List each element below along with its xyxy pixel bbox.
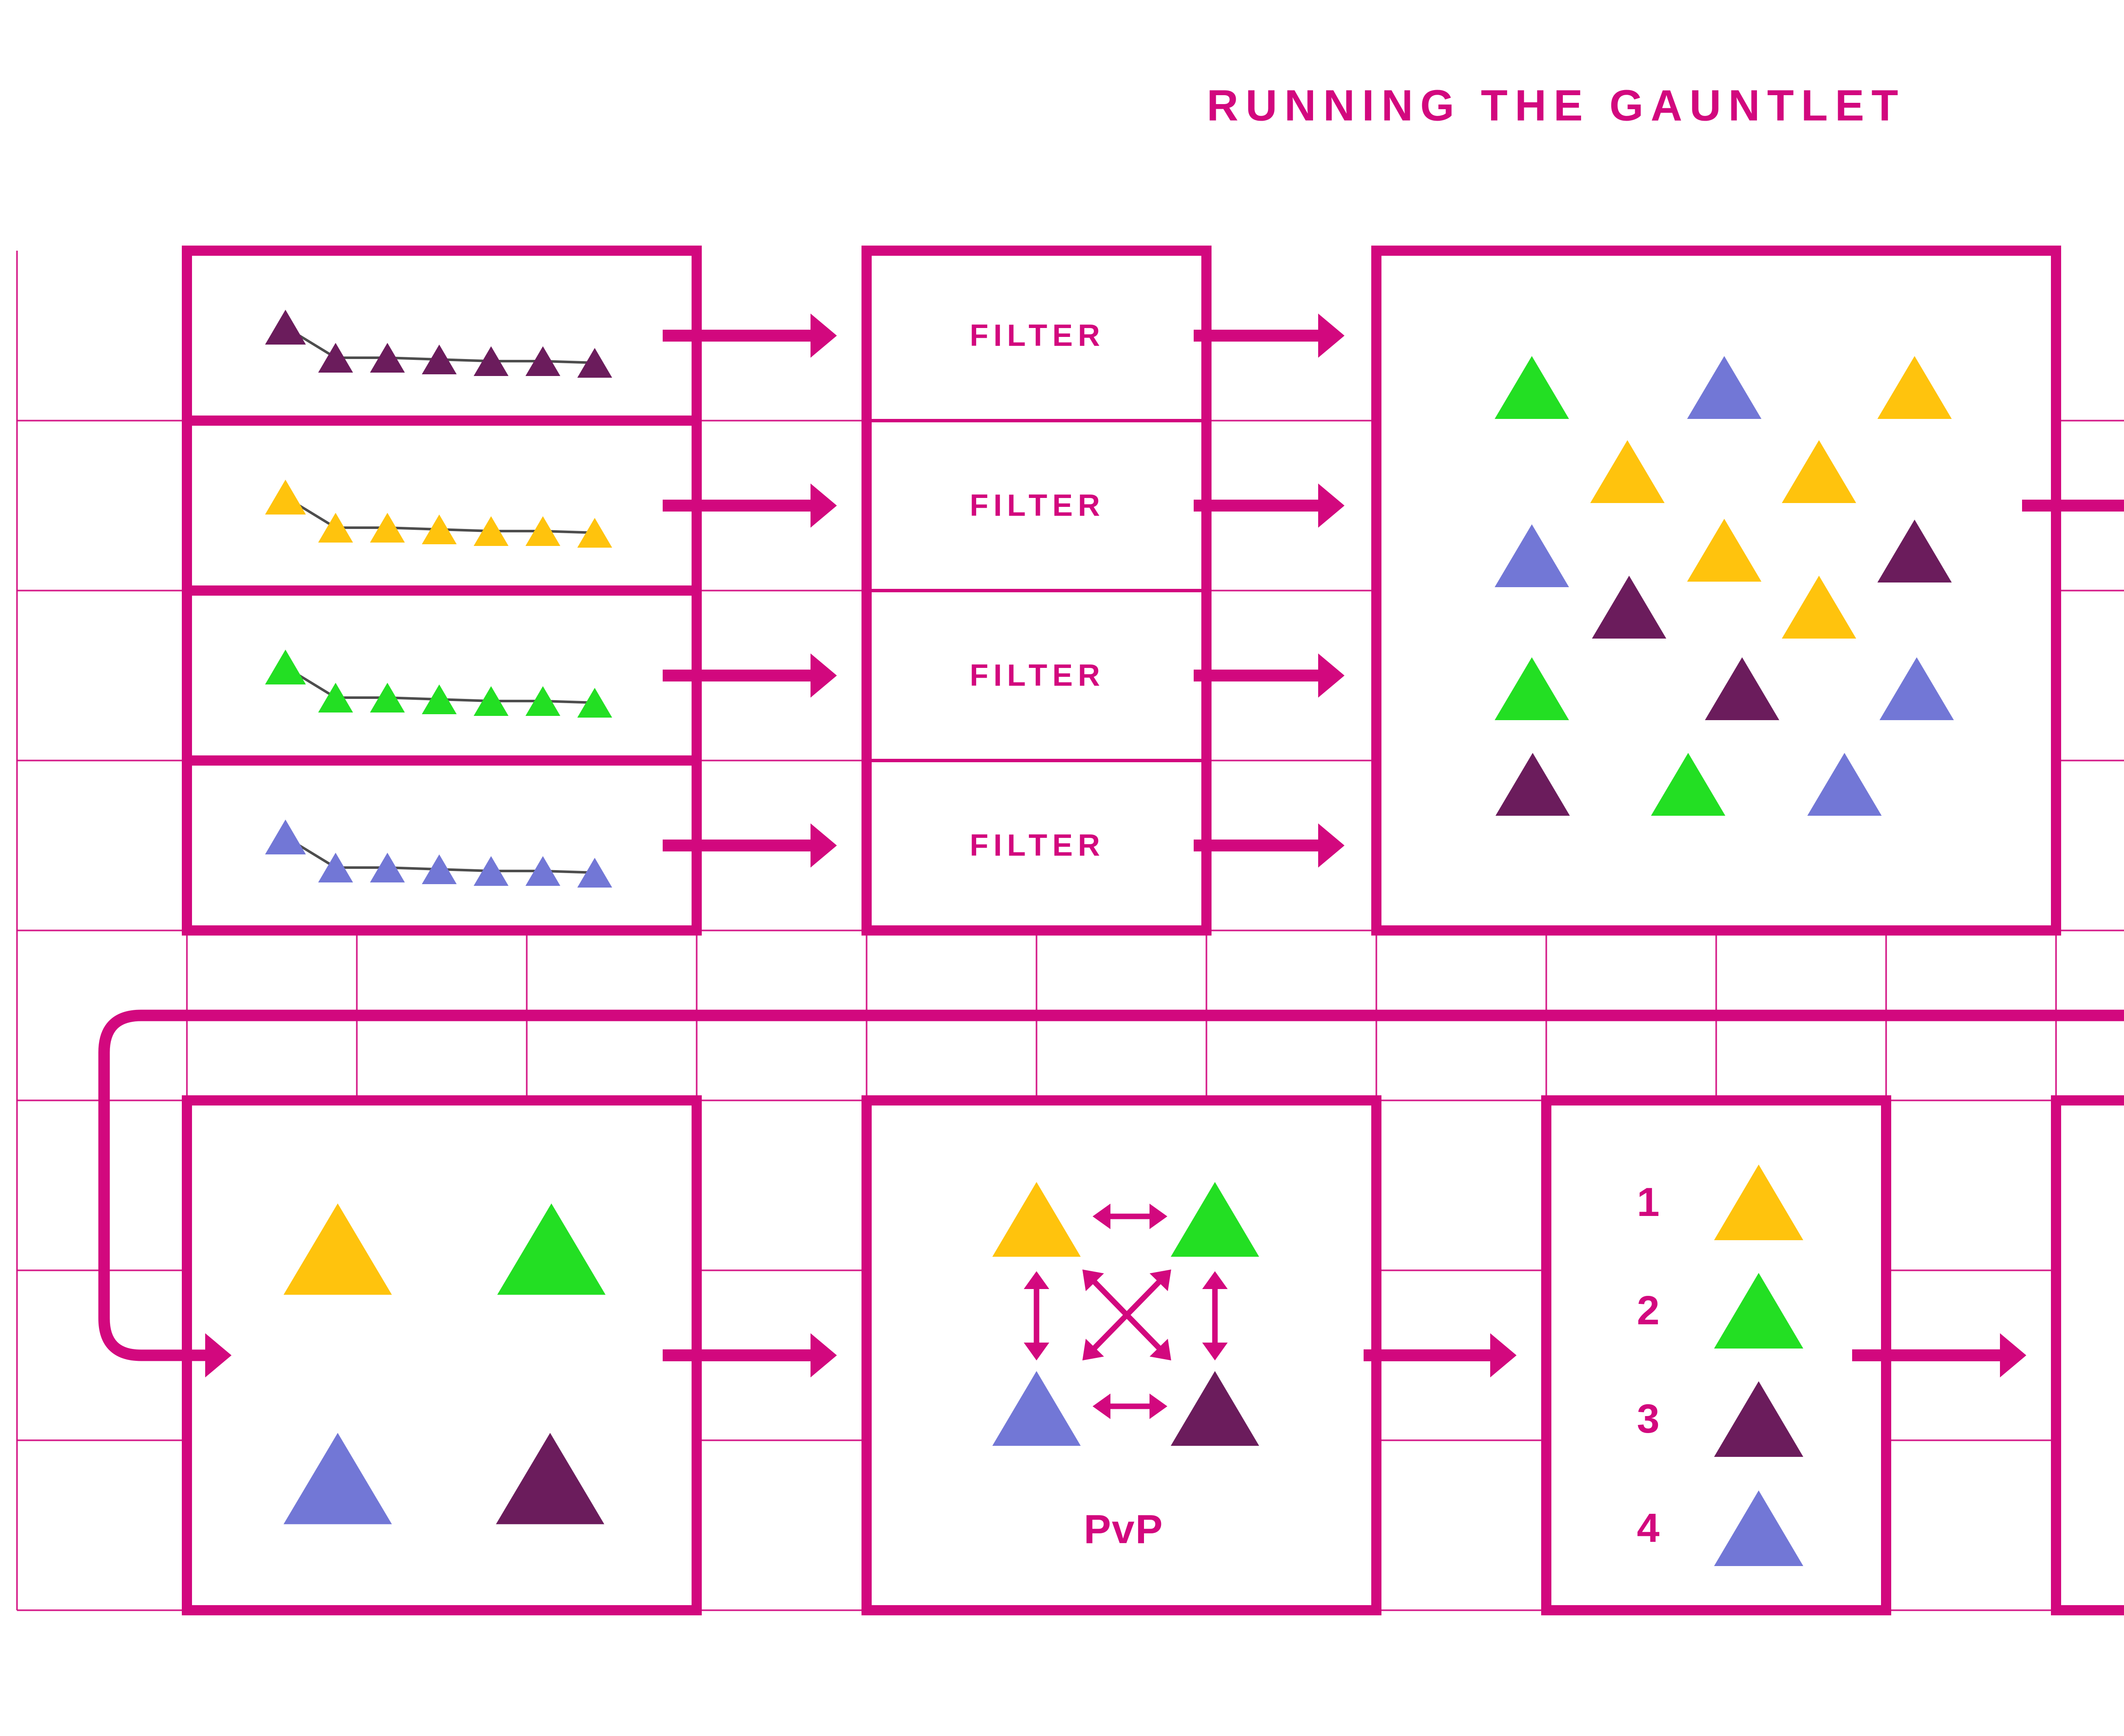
box-candidate-pool [1371,246,2061,936]
rank-number-4: 4 [1637,1505,1660,1551]
arrow-head [1318,483,1344,528]
arrow-head [1490,1333,1517,1377]
arrow-head [1318,653,1344,698]
box-ranking [1541,1095,1891,1615]
filter-label-1: FILTER [969,319,1105,353]
rank-number-1: 1 [1637,1179,1660,1225]
flow-arrow-icon [1194,483,1344,528]
arrow-head [811,823,837,868]
arrow-head [811,1333,837,1377]
arrow-head [811,483,837,528]
rank-number-2: 2 [1637,1288,1660,1333]
arrow-head [1318,314,1344,358]
filter-label-4: FILTER [969,828,1105,862]
flow-arrow-icon [1194,314,1344,358]
flow-arrow-icon [1364,1333,1517,1377]
arrow-head [2000,1333,2026,1377]
filter-label-2: FILTER [969,489,1105,523]
page-title: RUNNING THE GAUNTLET [1206,81,1906,130]
pvp-label: PvP [1084,1507,1164,1552]
arrow-head [811,653,837,698]
flow-arrow-icon [1194,823,1344,868]
box-human-tests [2051,1095,2124,1615]
flow-arrow-icon [1194,653,1344,698]
arrow-head [811,314,837,358]
box-training-runs [182,246,702,936]
filter-label-3: FILTER [969,659,1105,693]
box-selected-agents [182,1095,702,1615]
rank-number-3: 3 [1637,1396,1660,1442]
arrow-head [1318,823,1344,868]
